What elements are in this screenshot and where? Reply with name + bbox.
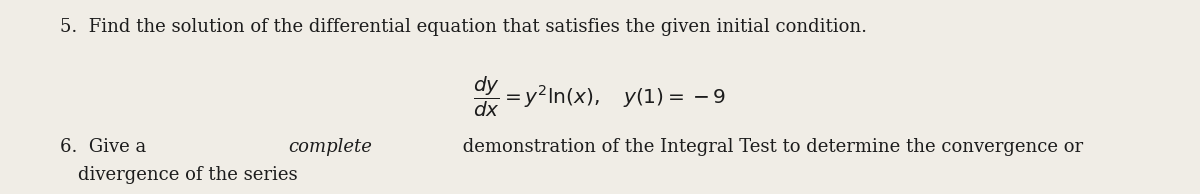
- Text: demonstration of the Integral Test to determine the convergence or: demonstration of the Integral Test to de…: [457, 138, 1084, 156]
- Text: 6.  Give a: 6. Give a: [60, 138, 152, 156]
- Text: $\dfrac{dy}{dx} = y^2 \ln(x), \quad y(1) = -9$: $\dfrac{dy}{dx} = y^2 \ln(x), \quad y(1)…: [473, 75, 727, 119]
- Text: complete: complete: [288, 138, 372, 156]
- Text: 5.  Find the solution of the differential equation that satisfies the given init: 5. Find the solution of the differential…: [60, 18, 866, 36]
- Text: divergence of the series: divergence of the series: [78, 166, 298, 184]
